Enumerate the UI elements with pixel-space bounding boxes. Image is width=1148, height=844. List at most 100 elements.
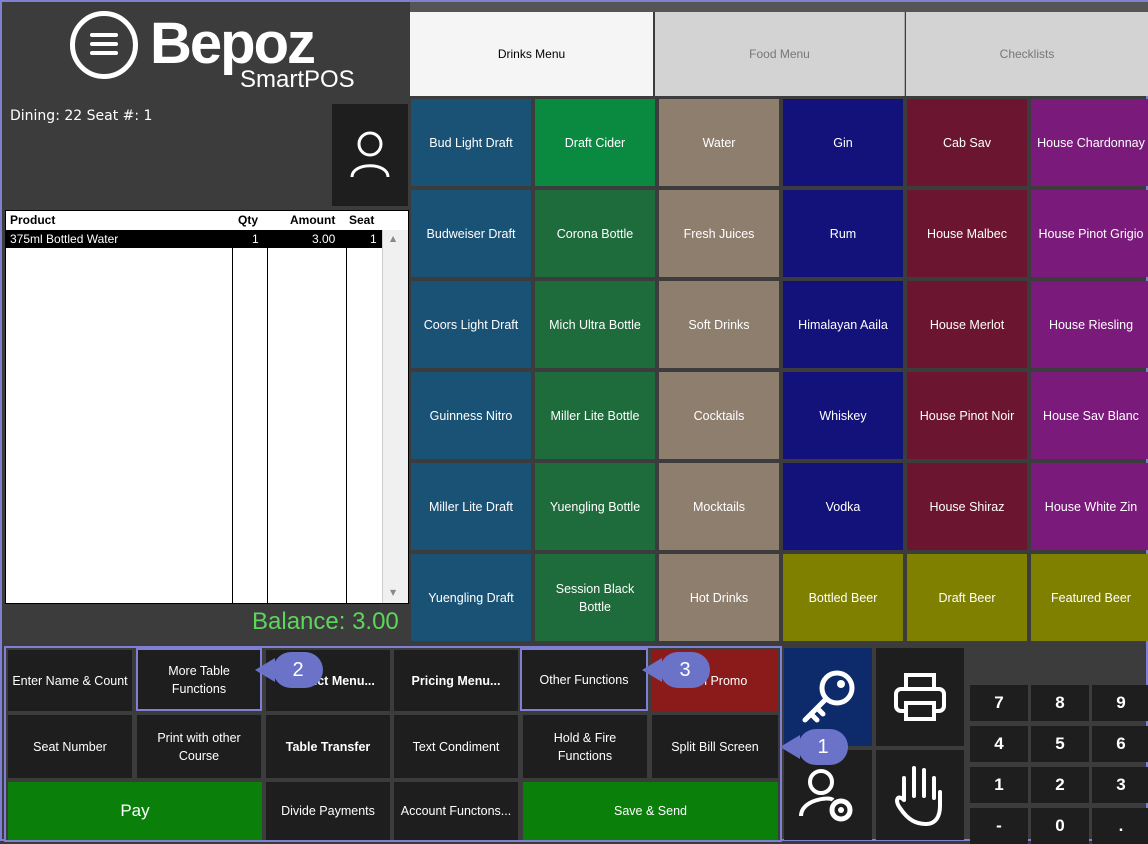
keypad-key[interactable]: 7	[970, 685, 1028, 721]
hold-fire-button[interactable]: Hold & Fire Functions	[523, 715, 647, 778]
tab-food-menu[interactable]: Food Menu	[655, 12, 905, 96]
order-table: Product Qty Amount Seat 375ml Bottled Wa…	[5, 210, 409, 604]
col-header-product: Product	[10, 211, 230, 229]
col-header-amount: Amount	[290, 211, 350, 229]
menu-item[interactable]: House Sav Blanc	[1031, 372, 1148, 459]
menu-item[interactable]: Fresh Juices	[659, 190, 779, 277]
other-functions-button[interactable]: Other Functions	[520, 648, 648, 711]
divide-payments-button[interactable]: Divide Payments	[266, 782, 390, 840]
save-send-button[interactable]: Save & Send	[523, 782, 778, 840]
person-icon	[350, 131, 390, 178]
seat-number-button[interactable]: Seat Number	[8, 715, 132, 778]
keypad-key[interactable]: 5	[1031, 726, 1089, 762]
menu-item[interactable]: Miller Lite Draft	[411, 463, 531, 550]
col-header-seat: Seat	[349, 211, 379, 229]
menu-item[interactable]: Vodka	[783, 463, 903, 550]
row-amount: 3.00	[312, 232, 336, 246]
tab-checklists[interactable]: Checklists	[906, 12, 1148, 96]
row-product: 375ml Bottled Water	[10, 232, 119, 246]
menu-item[interactable]: House White Zin	[1031, 463, 1148, 550]
table-transfer-button[interactable]: Table Transfer	[266, 715, 390, 778]
tab-drinks-menu[interactable]: Drinks Menu	[410, 12, 653, 96]
menu-item[interactable]: Soft Drinks	[659, 281, 779, 368]
divider	[267, 248, 268, 603]
keypad-key[interactable]: 6	[1092, 726, 1148, 762]
more-table-functions-button[interactable]: More Table Functions	[136, 648, 262, 711]
hand-icon	[895, 766, 942, 827]
menu-item[interactable]: Budweiser Draft	[411, 190, 531, 277]
menu-item[interactable]: Draft Beer	[907, 554, 1027, 641]
print-other-course-button[interactable]: Print with other Course	[137, 715, 261, 778]
menu-item[interactable]: House Malbec	[907, 190, 1027, 277]
callout-3: 3	[642, 652, 710, 688]
menu-item[interactable]: Coors Light Draft	[411, 281, 531, 368]
menu-item[interactable]: House Pinot Noir	[907, 372, 1027, 459]
scroll-up-icon[interactable]: ▲	[390, 234, 397, 243]
keypad-key[interactable]: 1	[970, 767, 1028, 803]
row-qty: 1	[252, 232, 259, 246]
menu-item[interactable]: House Pinot Grigio	[1031, 190, 1148, 277]
account-functions-button[interactable]: Account Functons...	[394, 782, 518, 840]
logo-subtitle: SmartPOS	[240, 66, 355, 93]
user-settings-button[interactable]	[784, 750, 872, 840]
scrollbar[interactable]: ▲ ▼	[382, 230, 408, 603]
divider	[346, 248, 347, 603]
pricing-menu-button[interactable]: Pricing Menu...	[394, 650, 518, 711]
menu-item[interactable]: Bud Light Draft	[411, 99, 531, 186]
keypad-key[interactable]: 4	[970, 726, 1028, 762]
menu-icon[interactable]	[70, 11, 138, 79]
menu-item[interactable]: House Merlot	[907, 281, 1027, 368]
menu-item[interactable]: Draft Cider	[535, 99, 655, 186]
menu-item[interactable]: Cab Sav	[907, 99, 1027, 186]
menu-item[interactable]: House Riesling	[1031, 281, 1148, 368]
user-gear-icon	[799, 769, 853, 822]
keypad-key[interactable]: 2	[1031, 767, 1089, 803]
col-header-qty: Qty	[238, 211, 268, 229]
menu-item[interactable]: Whiskey	[783, 372, 903, 459]
table-info: Dining: 22 Seat #: 1	[10, 108, 153, 124]
menu-item[interactable]: Rum	[783, 190, 903, 277]
menu-item[interactable]: Bottled Beer	[783, 554, 903, 641]
balance-display: Balance: 3.00	[252, 608, 399, 635]
keypad-key[interactable]: 9	[1092, 685, 1148, 721]
menu-item[interactable]: Gin	[783, 99, 903, 186]
text-condiment-button[interactable]: Text Condiment	[394, 715, 518, 778]
menu-item[interactable]: House Shiraz	[907, 463, 1027, 550]
printer-icon	[894, 673, 946, 721]
pay-button[interactable]: Pay	[8, 782, 262, 840]
menu-item[interactable]: Yuengling Draft	[411, 554, 531, 641]
callout-1: 1	[780, 729, 848, 765]
menu-item[interactable]: Yuengling Bottle	[535, 463, 655, 550]
keypad-key[interactable]: 0	[1031, 808, 1089, 844]
menu-item[interactable]: Corona Bottle	[535, 190, 655, 277]
scroll-down-icon[interactable]: ▼	[390, 588, 397, 597]
logo-text: Bepoz	[150, 11, 316, 76]
menu-item[interactable]: Miller Lite Bottle	[535, 372, 655, 459]
print-button[interactable]	[876, 648, 964, 746]
menu-item[interactable]: Water	[659, 99, 779, 186]
menu-item[interactable]: Session Black Bottle	[535, 554, 655, 641]
customer-button[interactable]	[332, 104, 408, 206]
menu-item[interactable]: Mich Ultra Bottle	[535, 281, 655, 368]
menu-item[interactable]: Mocktails	[659, 463, 779, 550]
order-row[interactable]: 375ml Bottled Water 1 3.00 1	[6, 230, 382, 248]
enter-name-count-button[interactable]: Enter Name & Count	[8, 650, 132, 711]
keypad-key[interactable]: 8	[1031, 685, 1089, 721]
keypad-key[interactable]: 3	[1092, 767, 1148, 803]
menu-item[interactable]: Himalayan Aaila	[783, 281, 903, 368]
row-seat: 1	[370, 232, 377, 246]
menu-item[interactable]: Guinness Nitro	[411, 372, 531, 459]
menu-item[interactable]: Cocktails	[659, 372, 779, 459]
keypad-key[interactable]: .	[1092, 808, 1148, 844]
divider	[232, 248, 233, 603]
hold-button[interactable]	[876, 750, 964, 840]
header-panel: Bepoz SmartPOS Dining: 22 Seat #: 1	[4, 4, 408, 208]
tab-strip	[410, 2, 1148, 12]
menu-item[interactable]: Featured Beer	[1031, 554, 1148, 641]
keypad-key[interactable]: -	[970, 808, 1028, 844]
split-bill-button[interactable]: Split Bill Screen	[652, 715, 778, 778]
menu-item[interactable]: House Chardonnay	[1031, 99, 1148, 186]
menu-item[interactable]: Hot Drinks	[659, 554, 779, 641]
callout-2: 2	[255, 652, 323, 688]
